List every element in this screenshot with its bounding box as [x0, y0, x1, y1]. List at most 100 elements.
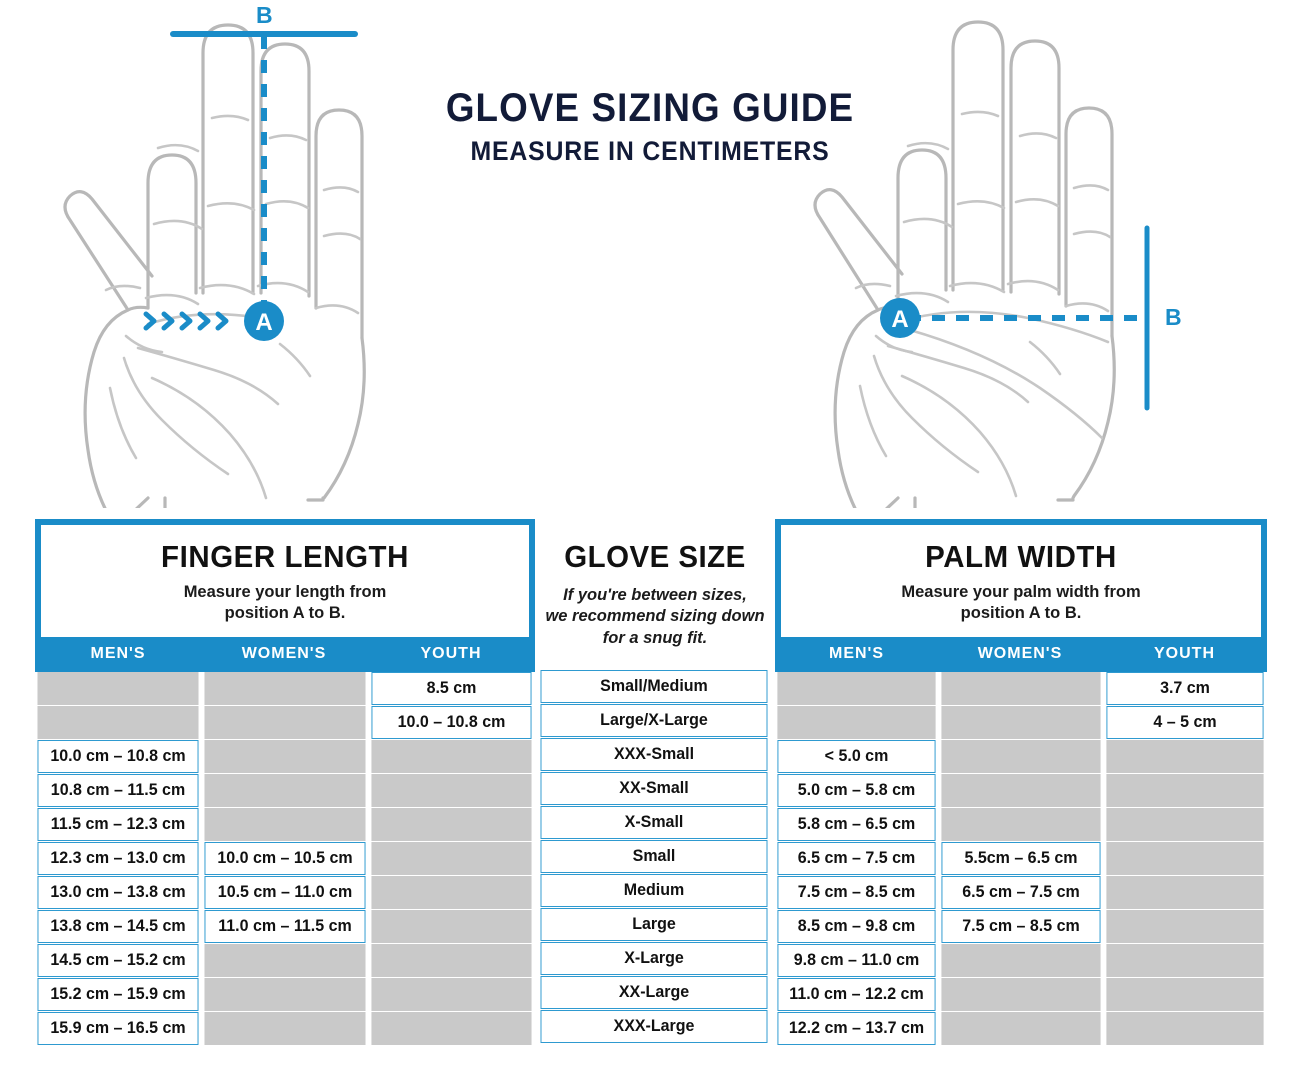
cell-pw-womens-0 — [941, 672, 1101, 706]
cell-pw-youth-6 — [1106, 876, 1264, 910]
cell-fl-mens-0 — [37, 672, 199, 706]
cell-fl-womens-5: 10.0 cm – 10.5 cm — [204, 842, 366, 876]
table-row: 3.7 cm — [775, 672, 1267, 706]
palm-width-title: PALM WIDTH — [925, 539, 1117, 574]
cell-pw-youth-0: 3.7 cm — [1106, 672, 1264, 706]
table-row: XXX-Small — [537, 738, 773, 772]
cell-glove-size-9: XX-Large — [540, 976, 768, 1009]
left-hand-marker-b-label: B — [256, 2, 274, 28]
table-row: 11.5 cm – 12.3 cm — [35, 808, 535, 842]
cell-glove-size-6: Medium — [540, 874, 768, 907]
cell-glove-size-4: X-Small — [540, 806, 768, 839]
page-title-block: GLOVE SIZING GUIDE MEASURE IN CENTIMETER… — [380, 88, 920, 165]
cell-fl-youth-9 — [371, 978, 532, 1012]
cell-fl-mens-2: 10.0 cm – 10.8 cm — [37, 740, 199, 774]
finger-length-hand-diagram: A B — [40, 4, 420, 508]
cell-pw-womens-5: 5.5cm – 6.5 cm — [941, 842, 1101, 876]
cell-fl-youth-1: 10.0 – 10.8 cm — [371, 706, 532, 740]
cell-fl-youth-0: 8.5 cm — [371, 672, 532, 706]
table-row: X-Large — [537, 942, 773, 976]
cell-fl-youth-5 — [371, 842, 532, 876]
cell-glove-size-3: XX-Small — [540, 772, 768, 805]
table-row: Medium — [537, 874, 773, 908]
cell-fl-womens-8 — [204, 944, 366, 978]
cell-pw-womens-4 — [941, 808, 1101, 842]
glove-size-table-body: Small/Medium Large/X-Large XXX-Small XX-Sma… — [537, 670, 773, 1044]
table-row: 11.0 cm – 12.2 cm — [775, 978, 1267, 1012]
table-row: 13.8 cm – 14.5 cm 11.0 cm – 11.5 cm — [35, 910, 535, 944]
cell-pw-youth-10 — [1106, 1012, 1264, 1046]
cell-fl-mens-7: 13.8 cm – 14.5 cm — [37, 910, 199, 944]
cell-pw-mens-3: 5.0 cm – 5.8 cm — [777, 774, 936, 808]
cell-glove-size-10: XXX-Large — [540, 1010, 768, 1043]
cell-fl-youth-3 — [371, 774, 532, 808]
finger-length-description: Measure your length from position A to B… — [49, 582, 521, 623]
cell-fl-mens-8: 14.5 cm – 15.2 cm — [37, 944, 199, 978]
table-row: 5.8 cm – 6.5 cm — [775, 808, 1267, 842]
table-row: 10.8 cm – 11.5 cm — [35, 774, 535, 808]
cell-fl-youth-7 — [371, 910, 532, 944]
cell-fl-mens-4: 11.5 cm – 12.3 cm — [37, 808, 199, 842]
glove-size-desc-line3: for a snug fit. — [602, 628, 708, 647]
cell-pw-youth-3 — [1106, 774, 1264, 808]
palm-width-table-body: 3.7 cm 4 – 5 cm < 5.0 cm 5.0 cm – 5.8 cm 5.8… — [775, 672, 1267, 1046]
glove-size-description: If you're between sizes, we recommend si… — [541, 585, 769, 649]
table-row: 10.0 cm – 10.8 cm — [35, 740, 535, 774]
cell-pw-mens-7: 8.5 cm – 9.8 cm — [777, 910, 936, 944]
table-row: Large/X-Large — [537, 704, 773, 738]
table-row: 12.3 cm – 13.0 cm 10.0 cm – 10.5 cm — [35, 842, 535, 876]
glove-size-panel: GLOVE SIZE If you're between sizes, we r… — [537, 519, 773, 1044]
palm-width-desc-line2: position A to B. — [960, 603, 1082, 622]
cell-pw-womens-2 — [941, 740, 1101, 774]
table-row: 8.5 cm — [35, 672, 535, 706]
right-hand-marker-b-label: B — [1165, 304, 1183, 330]
cell-pw-youth-2 — [1106, 740, 1264, 774]
table-row: Small — [537, 840, 773, 874]
page-subtitle: MEASURE IN CENTIMETERS — [470, 136, 830, 166]
cell-fl-youth-8 — [371, 944, 532, 978]
cell-pw-womens-1 — [941, 706, 1101, 740]
table-row: 10.0 – 10.8 cm — [35, 706, 535, 740]
col-header-pw-youth: YOUTH — [1154, 645, 1215, 663]
table-row: XX-Large — [537, 976, 773, 1010]
cell-fl-mens-3: 10.8 cm – 11.5 cm — [37, 774, 199, 808]
glove-size-title: GLOVE SIZE — [564, 539, 746, 574]
table-row: 9.8 cm – 11.0 cm — [775, 944, 1267, 978]
cell-pw-womens-9 — [941, 978, 1101, 1012]
cell-fl-womens-0 — [204, 672, 366, 706]
cell-fl-womens-1 — [204, 706, 366, 740]
cell-pw-womens-3 — [941, 774, 1101, 808]
table-row: 13.0 cm – 13.8 cm 10.5 cm – 11.0 cm — [35, 876, 535, 910]
cell-pw-mens-2: < 5.0 cm — [777, 740, 936, 774]
svg-text:A: A — [891, 306, 908, 333]
cell-glove-size-2: XXX-Small — [540, 738, 768, 771]
finger-length-desc-line1: Measure your length from — [183, 583, 387, 601]
glove-size-desc-line1: If you're between sizes, — [563, 586, 747, 604]
table-row: 8.5 cm – 9.8 cm 7.5 cm – 8.5 cm — [775, 910, 1267, 944]
cell-pw-mens-1 — [777, 706, 936, 740]
cell-pw-youth-1: 4 – 5 cm — [1106, 706, 1264, 740]
cell-pw-mens-9: 11.0 cm – 12.2 cm — [777, 978, 936, 1012]
cell-fl-womens-6: 10.5 cm – 11.0 cm — [204, 876, 366, 910]
cell-pw-womens-7: 7.5 cm – 8.5 cm — [941, 910, 1101, 944]
table-row: 12.2 cm – 13.7 cm — [775, 1012, 1267, 1046]
cell-pw-youth-4 — [1106, 808, 1264, 842]
cell-fl-mens-5: 12.3 cm – 13.0 cm — [37, 842, 199, 876]
table-row: 6.5 cm – 7.5 cm 5.5cm – 6.5 cm — [775, 842, 1267, 876]
cell-pw-womens-8 — [941, 944, 1101, 978]
cell-pw-womens-6: 6.5 cm – 7.5 cm — [941, 876, 1101, 910]
table-row: 7.5 cm – 8.5 cm 6.5 cm – 7.5 cm — [775, 876, 1267, 910]
table-row: X-Small — [537, 806, 773, 840]
table-row: < 5.0 cm — [775, 740, 1267, 774]
cell-pw-womens-10 — [941, 1012, 1101, 1046]
cell-fl-womens-4 — [204, 808, 366, 842]
cell-pw-youth-7 — [1106, 910, 1264, 944]
table-row: 5.0 cm – 5.8 cm — [775, 774, 1267, 808]
cell-pw-youth-8 — [1106, 944, 1264, 978]
palm-width-desc-line1: Measure your palm width from — [901, 583, 1141, 601]
table-row: 15.9 cm – 16.5 cm — [35, 1012, 535, 1046]
palm-width-description: Measure your palm width from position A … — [789, 582, 1253, 623]
cell-fl-youth-4 — [371, 808, 532, 842]
table-row: Small/Medium — [537, 670, 773, 704]
